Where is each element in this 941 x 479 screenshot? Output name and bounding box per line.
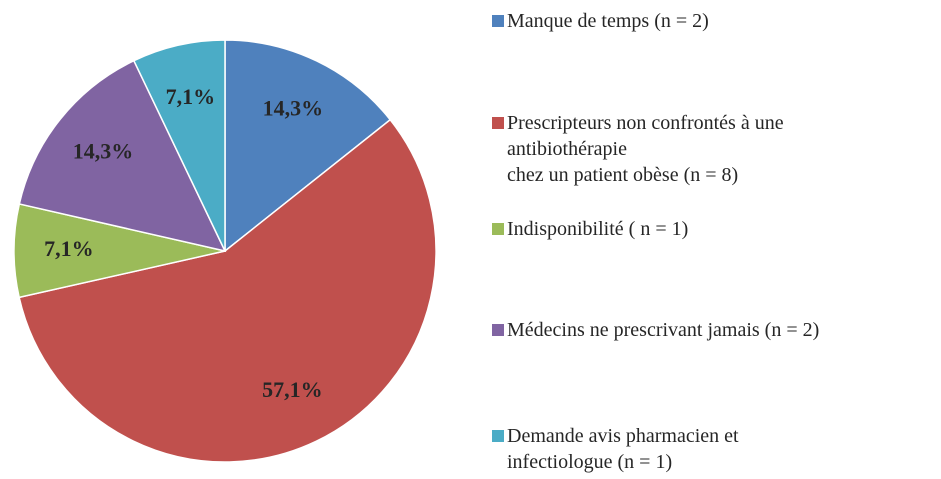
legend-item: Prescripteurs non confrontés à une antib… — [492, 110, 784, 188]
legend-label: Manque de temps (n = 2) — [507, 10, 709, 32]
legend-label: Médecins ne prescrivant jamais (n = 2) — [507, 319, 820, 341]
data-label: 14,3% — [73, 139, 134, 164]
legend-label: Prescripteurs non confrontés à une antib… — [507, 112, 784, 186]
legend-swatch — [492, 117, 504, 129]
legend-item: Médecins ne prescrivant jamais (n = 2) — [492, 317, 819, 343]
data-label: 7,1% — [166, 84, 216, 109]
legend-label: Indisponibilité ( n = 1) — [507, 218, 689, 240]
legend-swatch — [492, 430, 504, 442]
legend-item: Indisponibilité ( n = 1) — [492, 216, 688, 242]
data-label: 7,1% — [44, 236, 94, 261]
pie-slice — [18, 118, 437, 463]
data-label: 14,3% — [263, 95, 324, 120]
legend-swatch — [492, 223, 504, 235]
pie-slice — [132, 39, 226, 252]
pie-slice — [224, 39, 392, 253]
pie-slice — [18, 59, 227, 253]
data-label: 57,1% — [262, 377, 323, 402]
legend-item: Demande avis pharmacien et infectiologue… — [492, 423, 739, 475]
legend-swatch — [492, 324, 504, 336]
pie: 14,3% 57,1% 7,1% 14,3% 7,1% — [13, 39, 437, 463]
legend-item: Manque de temps (n = 2) — [492, 8, 709, 34]
legend-swatch — [492, 15, 504, 27]
legend-label: Demande avis pharmacien et infectiologue… — [507, 425, 739, 473]
